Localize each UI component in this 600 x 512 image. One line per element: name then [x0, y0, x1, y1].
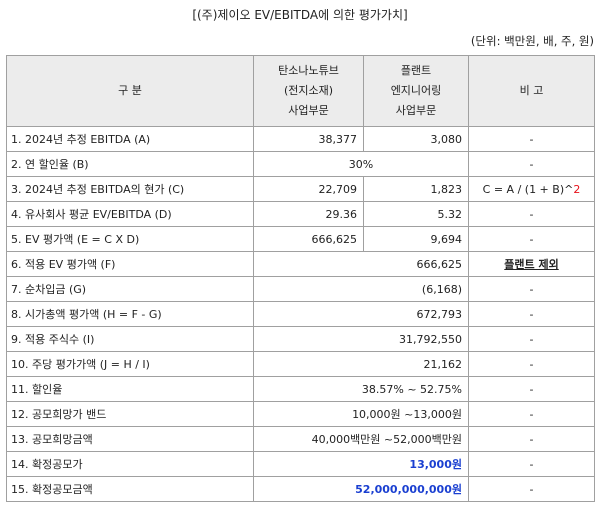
cell-plant: 5.32	[363, 201, 469, 227]
cell-merged: 672,793	[253, 301, 469, 327]
cell-merged: (6,168)	[253, 276, 469, 302]
row-label: 12. 공모희망가 밴드	[6, 401, 254, 427]
table-row: 8. 시가총액 평가액 (H = F - G) 672,793 -	[6, 301, 595, 327]
header-battery-line-3: 사업부문	[288, 104, 329, 117]
table-row: 2. 연 할인율 (B) 30% -	[6, 151, 595, 177]
valuation-table: 구 분 탄소나노튜브 (전지소재) 사업부문 플랜트 엔지니어링 사업부문 비 …	[6, 55, 595, 502]
cell-remark: -	[468, 401, 595, 427]
row-label: 6. 적용 EV 평가액 (F)	[6, 251, 254, 277]
header-plant-line-2: 엔지니어링	[390, 84, 442, 97]
cell-remark: -	[468, 326, 595, 352]
table-header-row: 구 분 탄소나노튜브 (전지소재) 사업부문 플랜트 엔지니어링 사업부문 비 …	[6, 55, 595, 127]
row-label: 2. 연 할인율 (B)	[6, 151, 254, 177]
header-plant-segment: 플랜트 엔지니어링 사업부문	[363, 55, 469, 127]
table-row: 5. EV 평가액 (E = C X D) 666,625 9,694 -	[6, 226, 595, 252]
row-label: 14. 확정공모가	[6, 451, 254, 477]
cell-remark: -	[468, 301, 595, 327]
cell-battery: 29.36	[253, 201, 364, 227]
cell-remark: -	[468, 151, 595, 177]
cell-merged: 52,000,000,000원	[253, 476, 469, 502]
cell-merged: 38.57% ~ 52.75%	[253, 376, 469, 402]
table-row: 13. 공모희망금액 40,000백만원 ~52,000백만원 -	[6, 426, 595, 452]
table-row: 7. 순차입금 (G) (6,168) -	[6, 276, 595, 302]
table-row: 4. 유사회사 평균 EV/EBITDA (D) 29.36 5.32 -	[6, 201, 595, 227]
row-label: 10. 주당 평가가액 (J = H / I)	[6, 351, 254, 377]
cell-merged: 21,162	[253, 351, 469, 377]
table-row: 3. 2024년 추정 EBITDA의 현가 (C) 22,709 1,823 …	[6, 176, 595, 202]
table-row: 10. 주당 평가가액 (J = H / I) 21,162 -	[6, 351, 595, 377]
cell-remark: -	[468, 476, 595, 502]
cell-remark: -	[468, 201, 595, 227]
table-row: 9. 적용 주식수 (I) 31,792,550 -	[6, 326, 595, 352]
cell-remark: C = A / (1 + B)^2	[468, 176, 595, 202]
header-remarks: 비 고	[468, 55, 595, 127]
cell-merged: 13,000원	[253, 451, 469, 477]
row-label: 5. EV 평가액 (E = C X D)	[6, 226, 254, 252]
cell-plant: 1,823	[363, 176, 469, 202]
row-label: 3. 2024년 추정 EBITDA의 현가 (C)	[6, 176, 254, 202]
cell-merged: 40,000백만원 ~52,000백만원	[253, 426, 469, 452]
table-row: 1. 2024년 추정 EBITDA (A) 38,377 3,080 -	[6, 126, 595, 152]
row-label: 11. 할인율	[6, 376, 254, 402]
table-row: 6. 적용 EV 평가액 (F) 666,625 플랜트 제외	[6, 251, 595, 277]
unit-caption: (단위: 백만원, 배, 주, 원)	[470, 34, 594, 48]
formula-text: C = A / (1 + B)^	[482, 182, 574, 196]
formula-exponent: 2	[573, 182, 581, 196]
header-plant-line-3: 사업부문	[395, 104, 437, 117]
cell-remark: -	[468, 126, 595, 152]
cell-remark: -	[468, 376, 595, 402]
table-row: 15. 확정공모금액 52,000,000,000원 -	[6, 476, 595, 502]
cell-remark: -	[468, 351, 595, 377]
cell-remark: -	[468, 226, 595, 252]
plant-excluded-note: 플랜트 제외	[504, 258, 559, 271]
row-label: 1. 2024년 추정 EBITDA (A)	[6, 126, 254, 152]
table-title: [(주)제이오 EV/EBITDA에 의한 평가가치]	[192, 8, 408, 22]
row-label: 7. 순차입금 (G)	[6, 276, 254, 302]
row-label: 9. 적용 주식수 (I)	[6, 326, 254, 352]
row-label: 4. 유사회사 평균 EV/EBITDA (D)	[6, 201, 254, 227]
cell-remark: -	[468, 451, 595, 477]
header-battery-line-2: (전지소재)	[283, 84, 334, 97]
cell-merged: 30%	[253, 151, 469, 177]
row-label: 13. 공모희망금액	[6, 426, 254, 452]
cell-merged: 31,792,550	[253, 326, 469, 352]
cell-battery: 666,625	[253, 226, 364, 252]
cell-merged: 10,000원 ~13,000원	[253, 401, 469, 427]
cell-plant: 3,080	[363, 126, 469, 152]
cell-merged: 666,625	[253, 251, 469, 277]
cell-battery: 22,709	[253, 176, 364, 202]
header-battery-segment: 탄소나노튜브 (전지소재) 사업부문	[253, 55, 364, 127]
header-plant-line-1: 플랜트	[400, 64, 432, 77]
cell-remark: 플랜트 제외	[468, 251, 595, 277]
table-row: 11. 할인율 38.57% ~ 52.75% -	[6, 376, 595, 402]
header-category: 구 분	[6, 55, 254, 127]
row-label: 8. 시가총액 평가액 (H = F - G)	[6, 301, 254, 327]
cell-remark: -	[468, 426, 595, 452]
table-row: 14. 확정공모가 13,000원 -	[6, 451, 595, 477]
header-battery-line-1: 탄소나노튜브	[278, 64, 339, 77]
cell-battery: 38,377	[253, 126, 364, 152]
table-row: 12. 공모희망가 밴드 10,000원 ~13,000원 -	[6, 401, 595, 427]
cell-remark: -	[468, 276, 595, 302]
cell-plant: 9,694	[363, 226, 469, 252]
row-label: 15. 확정공모금액	[6, 476, 254, 502]
